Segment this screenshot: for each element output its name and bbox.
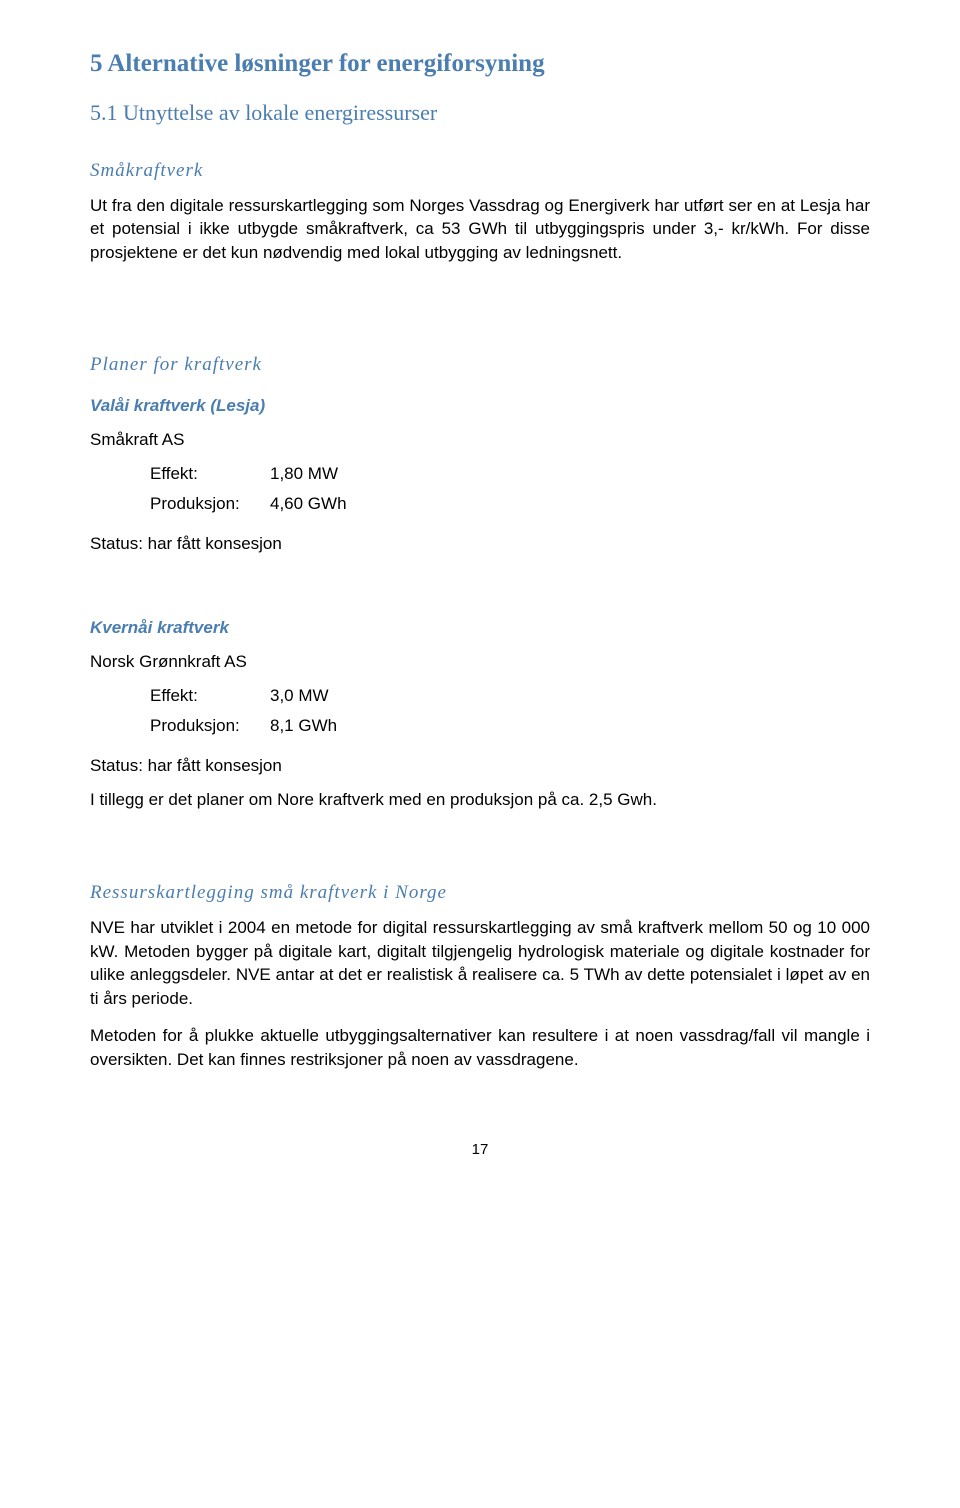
produksjon-value: 4,60 GWh: [270, 494, 347, 514]
heading-planer: Planer for kraftverk: [90, 354, 870, 376]
kv-effekt-kvernai: Effekt: 3,0 MW: [150, 686, 870, 706]
heading-2: 5.1 Utnyttelse av lokale energiressurser: [90, 100, 870, 126]
kv-produksjon-kvernai: Produksjon: 8,1 GWh: [150, 716, 870, 736]
paragraph-smakraftverk: Ut fra den digitale ressurskartlegging s…: [90, 194, 870, 264]
owner-valai: Småkraft AS: [90, 430, 870, 450]
paragraph-ressurs-2: Metoden for å plukke aktuelle utbyggings…: [90, 1024, 870, 1071]
heading-valai: Valåi kraftverk (Lesja): [90, 396, 870, 416]
heading-smakraftverk: Småkraftverk: [90, 160, 870, 182]
effekt-label: Effekt:: [150, 686, 270, 706]
note-kvernai: I tillegg er det planer om Nore kraftver…: [90, 790, 870, 810]
effekt-value: 1,80 MW: [270, 464, 338, 484]
spacer: [90, 824, 870, 854]
status-valai: Status: har fått konsesjon: [90, 534, 870, 554]
paragraph-ressurs-1: NVE har utviklet i 2004 en metode for di…: [90, 916, 870, 1010]
kv-produksjon-valai: Produksjon: 4,60 GWh: [150, 494, 870, 514]
produksjon-value: 8,1 GWh: [270, 716, 337, 736]
effekt-label: Effekt:: [150, 464, 270, 484]
spacer: [90, 524, 870, 534]
heading-kvernai: Kvernåi kraftverk: [90, 618, 870, 638]
heading-ressurskartlegging: Ressurskartlegging små kraftverk i Norge: [90, 882, 870, 904]
owner-kvernai: Norsk Grønnkraft AS: [90, 652, 870, 672]
produksjon-label: Produksjon:: [150, 716, 270, 736]
spacer: [90, 568, 870, 598]
effekt-value: 3,0 MW: [270, 686, 329, 706]
spacer: [90, 746, 870, 756]
heading-1: 5 Alternative løsninger for energiforsyn…: [90, 50, 870, 78]
kv-effekt-valai: Effekt: 1,80 MW: [150, 464, 870, 484]
document-page: 5 Alternative løsninger for energiforsyn…: [0, 0, 960, 1188]
produksjon-label: Produksjon:: [150, 494, 270, 514]
spacer: [90, 278, 870, 326]
page-number: 17: [90, 1141, 870, 1158]
status-kvernai: Status: har fått konsesjon: [90, 756, 870, 776]
